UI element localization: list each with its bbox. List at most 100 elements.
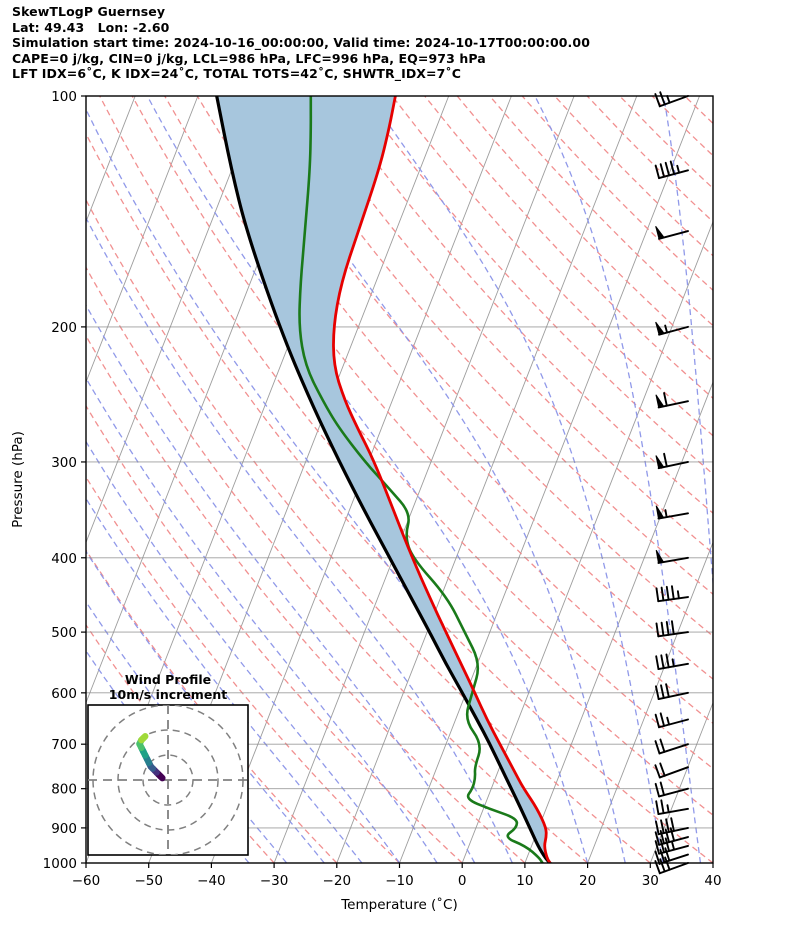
isotherm-line (399, 96, 700, 863)
barb-full-line (670, 585, 675, 600)
barb-full-line (654, 831, 660, 846)
moist-adiabat-line (534, 96, 702, 863)
moist-adiabat-line (86, 550, 325, 863)
barb-half-line (664, 509, 668, 519)
figure-header: SkewTLogP Guernsey Lat: 49.43 Lon: -2.60… (12, 4, 782, 82)
dry-adiabat-line (782, 96, 794, 863)
moist-adiabat-line (86, 497, 363, 863)
hodograph-segment (140, 733, 149, 742)
barb-flag (655, 321, 665, 336)
wind-barb (654, 738, 689, 755)
barb-full-line (664, 856, 671, 871)
y-tick-label: 500 (51, 625, 77, 641)
isotherm-line (86, 96, 262, 544)
barb-half-line (676, 590, 680, 600)
barb-full-line (664, 161, 671, 177)
barb-full-line (659, 712, 665, 727)
wind-barb (654, 762, 689, 779)
dry-adiabat-line (619, 96, 713, 190)
barb-full-line (664, 847, 671, 862)
isotherm-line (461, 220, 713, 863)
barb-full-line (655, 587, 660, 603)
barb-full-line (659, 738, 666, 753)
x-tick-label: 40 (704, 873, 721, 889)
barb-full-line (663, 392, 668, 407)
moist-adiabat-line (146, 96, 589, 863)
x-tick-label: −40 (197, 873, 226, 889)
barb-half-line (666, 95, 671, 104)
wind-barb (655, 817, 689, 836)
barb-full-line (660, 799, 665, 815)
x-tick-label: 30 (642, 873, 659, 889)
isotherm-line (273, 96, 575, 863)
y-tick-label: 200 (51, 320, 77, 336)
wind-barb (655, 799, 689, 816)
wind-barb (654, 712, 689, 729)
barb-flag (655, 225, 665, 240)
barb-full-line (660, 654, 665, 670)
x-axis-label: Temperature (˚C) (340, 896, 458, 913)
x-tick-label: −20 (323, 873, 352, 889)
y-tick-label: 600 (51, 686, 77, 702)
moist-adiabat-line (86, 303, 476, 863)
wind-barb (655, 452, 689, 470)
dry-adiabat-line (489, 96, 713, 327)
barb-full-line (663, 452, 668, 468)
wind-barb (655, 321, 689, 336)
parcel-path-curve (215, 96, 552, 863)
barb-half-line (671, 658, 675, 668)
wind-barb (655, 392, 689, 409)
barb-full-line (660, 819, 665, 835)
barb-full-line (659, 838, 665, 854)
barb-full-line (669, 160, 676, 176)
moist-adiabat-line (238, 96, 626, 863)
barb-full-line (655, 820, 660, 836)
moist-adiabat-line (368, 96, 664, 863)
header-indices-lift: LFT IDX=6˚C, K IDX=24˚C, TOTAL TOTS=42˚C… (12, 66, 462, 82)
barb-flag (655, 394, 665, 409)
dry-adiabat-line (99, 96, 713, 816)
isotherm-line (0, 96, 10, 863)
barb-full-line (660, 586, 665, 602)
dry-adiabat-line (86, 404, 463, 863)
x-tick-label: 20 (579, 873, 596, 889)
barb-half-line (676, 164, 681, 174)
isotherm-line (524, 380, 713, 863)
isotherm-line (649, 701, 713, 863)
barb-full-line (655, 800, 660, 816)
isotherm-line (86, 96, 199, 384)
isotherm-line (776, 96, 794, 863)
barb-full-line (669, 827, 676, 842)
dry-adiabat-line (196, 96, 713, 680)
barb-full-line (670, 620, 675, 636)
dry-adiabat-line (359, 96, 713, 475)
moist-adiabat-line (86, 216, 513, 863)
dry-adiabat-line (750, 96, 794, 863)
x-tick-label: −10 (385, 873, 414, 889)
y-tick-label: 100 (51, 89, 77, 105)
barb-half-line (664, 324, 669, 334)
hodograph-inner (88, 705, 248, 855)
barb-half-line (666, 716, 671, 726)
dry-adiabat-line (86, 334, 526, 863)
cape-shaded-region (216, 96, 550, 863)
dry-adiabat-line (456, 96, 713, 363)
isotherm-line (336, 96, 638, 863)
moist-adiabat-line (86, 377, 438, 863)
dry-adiabat-line (86, 549, 338, 863)
header-title: SkewTLogP Guernsey (12, 4, 166, 19)
header-location: Lat: 49.43 Lon: -2.60 (12, 19, 170, 35)
barb-flag (655, 549, 665, 564)
dry-adiabat-line (294, 96, 713, 555)
barb-half-line (666, 804, 670, 814)
wind-barb (655, 683, 689, 701)
barb-full-line (654, 93, 661, 108)
wind-barb (654, 837, 689, 855)
barb-full-line (654, 740, 661, 755)
barb-full-line (659, 91, 666, 106)
barb-full-line (664, 837, 671, 852)
wind-barb (655, 653, 689, 671)
